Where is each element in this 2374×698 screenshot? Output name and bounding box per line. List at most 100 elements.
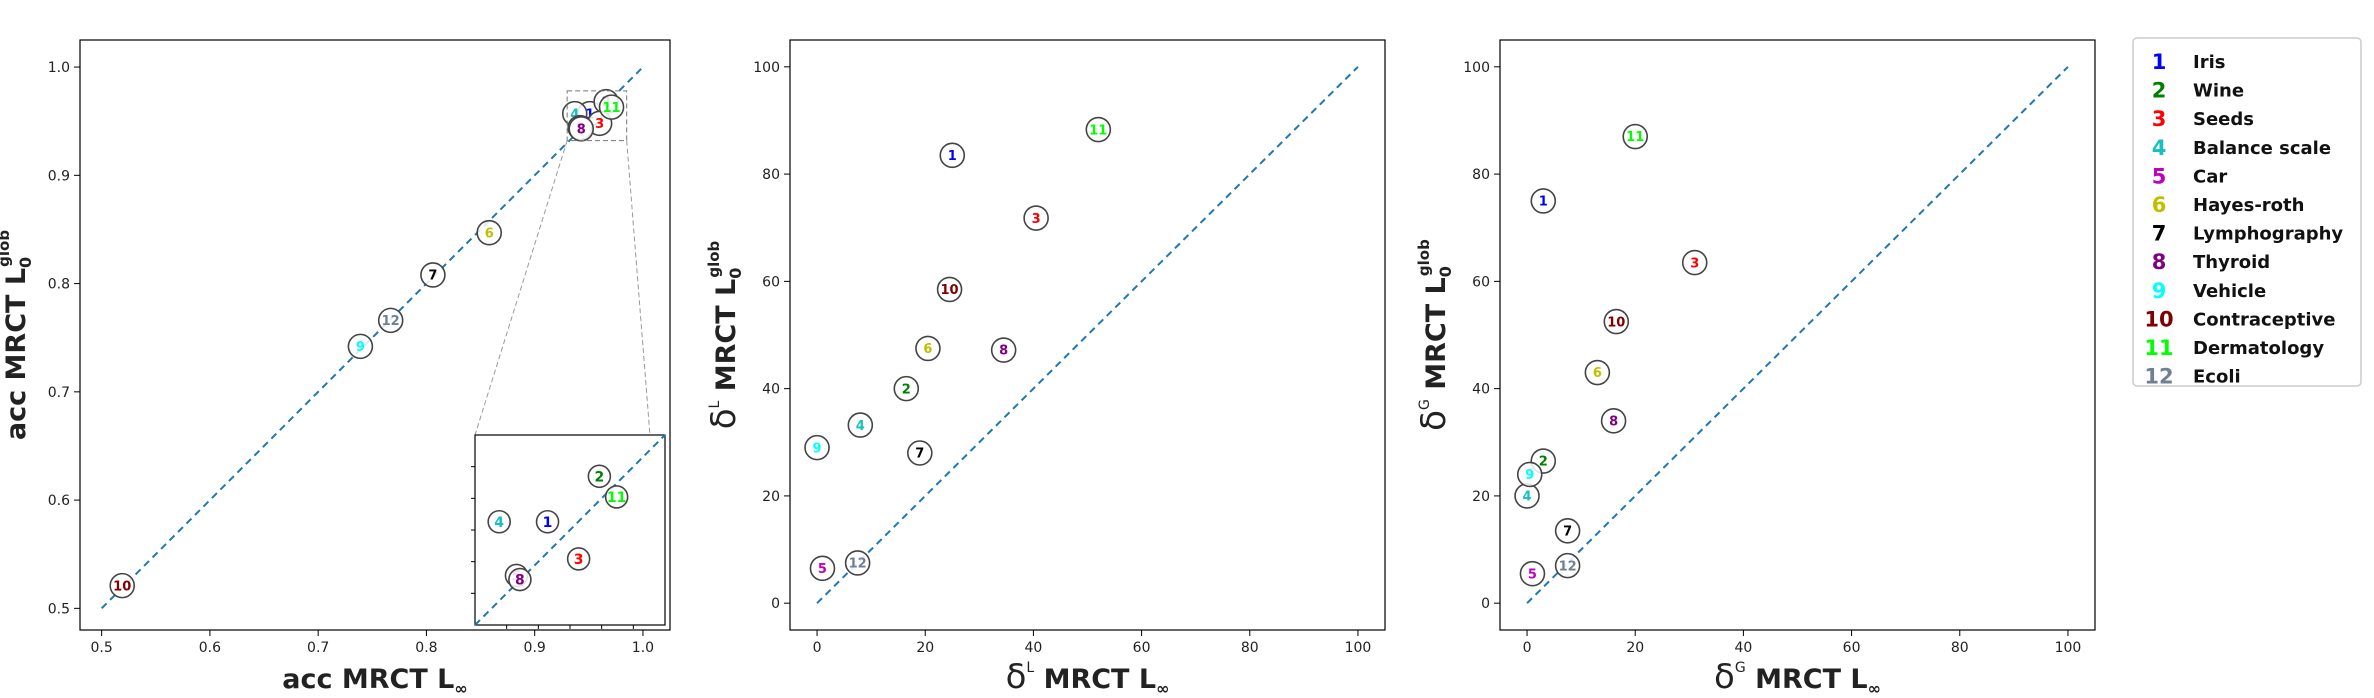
point-marker-circle <box>1681 249 1708 276</box>
point-label: 12 <box>1559 559 1577 574</box>
data-point-7: 7 <box>1554 517 1581 544</box>
y-tick-label: 40 <box>1472 382 1490 398</box>
point-label: 2 <box>594 469 604 485</box>
x-tick-label: 60 <box>1843 640 1861 656</box>
point-marker-circle <box>1622 123 1649 150</box>
y-tick-label: 20 <box>762 489 780 505</box>
x-tick-label: 0 <box>813 640 822 656</box>
data-point-12: 12 <box>844 550 871 576</box>
data-point-11: 11 <box>1622 123 1649 150</box>
data-point-12: 12 <box>1554 552 1581 579</box>
zoom-inset: 12345811 <box>471 434 666 629</box>
point-label: 6 <box>485 226 494 241</box>
point-label: 3 <box>595 117 604 132</box>
y-tick-label: 0 <box>771 596 780 612</box>
point-marker-circle <box>604 485 629 509</box>
legend-label: Lymphography <box>2193 224 2343 245</box>
legend-marker: 5 <box>2152 164 2167 188</box>
legend-entry-12: 12 Ecoli <box>2144 365 2240 389</box>
data-point-11: 11 <box>1085 116 1112 143</box>
legend-box <box>2132 37 2362 387</box>
point-marker-circle <box>347 333 374 360</box>
y-tick-label: 100 <box>753 60 780 76</box>
legend-label: Balance scale <box>2193 138 2331 159</box>
point-label: 7 <box>915 447 924 462</box>
point-label: 11 <box>602 101 620 116</box>
legend-label: Thyroid <box>2193 252 2270 273</box>
legend-marker: 1 <box>2152 50 2167 74</box>
data-point-7: 7 <box>907 440 933 466</box>
zoom-connector-line <box>474 140 568 436</box>
y-tick-label: 80 <box>762 167 780 183</box>
y-tick-label: 100 <box>1463 60 1490 76</box>
x-tick-label: 20 <box>916 640 934 656</box>
point-marker-circle <box>598 94 625 120</box>
point-label: 1 <box>543 515 553 531</box>
point-label: 10 <box>941 283 959 298</box>
x-tick-label: 1.0 <box>632 640 654 656</box>
point-label: 9 <box>356 340 365 355</box>
y-axis-label: acc MRCT L0glob <box>0 230 35 440</box>
legend-marker: 12 <box>2144 365 2173 389</box>
legend-marker: 3 <box>2152 107 2167 131</box>
point-label: 1 <box>1539 195 1548 210</box>
data-point-6: 6 <box>476 219 503 246</box>
x-tick-label: 0.5 <box>91 640 113 656</box>
inset-point-3: 3 <box>566 547 591 571</box>
point-label: 4 <box>1523 490 1532 505</box>
legend-entry-5: 5 Car <box>2152 164 2228 188</box>
point-marker-circle <box>1023 205 1049 231</box>
point-label: 5 <box>818 562 827 577</box>
point-marker-circle <box>1603 308 1630 335</box>
y-tick-label: 1.0 <box>48 60 70 76</box>
point-marker-circle <box>420 262 446 288</box>
point-label: 4 <box>494 515 504 531</box>
y-tick-label: 0.5 <box>48 601 70 617</box>
point-label: 10 <box>1607 315 1625 330</box>
point-marker-circle <box>1600 408 1627 434</box>
point-marker-circle <box>804 434 830 461</box>
x-tick-label: 100 <box>2055 640 2082 656</box>
point-label: 2 <box>1539 455 1548 470</box>
y-tick-label: 80 <box>1472 167 1490 183</box>
chart-panel-1: 0.50.60.70.80.91.00.50.60.70.80.91.01234… <box>0 39 671 698</box>
data-point-10: 10 <box>1603 308 1630 335</box>
data-point-12: 12 <box>377 307 404 334</box>
legend-marker: 4 <box>2152 136 2167 160</box>
point-marker-circle <box>844 550 871 576</box>
data-point-4: 4 <box>1514 483 1540 509</box>
point-label: 2 <box>902 382 911 397</box>
x-tick-label: 0 <box>1523 640 1532 656</box>
legend-entry-11: 11 Dermatology <box>2144 336 2324 360</box>
point-label: 4 <box>570 107 579 122</box>
y-tick-label: 0.8 <box>48 277 70 293</box>
point-marker-circle <box>1530 188 1557 214</box>
data-point-9: 9 <box>804 434 830 461</box>
point-label: 4 <box>856 419 865 434</box>
point-marker-circle <box>1554 517 1581 544</box>
legend-entry-2: 2 Wine <box>2152 79 2244 103</box>
y-tick-label: 0.6 <box>48 493 70 509</box>
point-label: 9 <box>1525 468 1534 483</box>
point-label: 3 <box>1032 212 1041 227</box>
point-label: 3 <box>1690 256 1699 271</box>
y-tick-label: 20 <box>1472 489 1490 505</box>
x-tick-label: 100 <box>1345 640 1372 656</box>
point-label: 12 <box>382 314 400 329</box>
inset-point-1: 1 <box>535 509 560 534</box>
point-marker-circle <box>847 412 874 438</box>
point-marker-circle <box>566 547 591 571</box>
point-label: 1 <box>948 149 957 164</box>
legend-label: Contraceptive <box>2193 309 2336 330</box>
point-label: 10 <box>113 579 131 594</box>
x-tick-label: 0.6 <box>199 640 221 656</box>
inset-identity-line <box>474 434 666 626</box>
legend-label: Wine <box>2193 81 2244 102</box>
point-label: 1 <box>585 107 594 122</box>
data-point-6: 6 <box>1584 359 1611 386</box>
data-point-10: 10 <box>109 572 136 599</box>
data-point-3: 3 <box>1681 249 1708 276</box>
point-marker-circle <box>508 567 532 592</box>
y-tick-label: 0.9 <box>48 168 70 184</box>
point-marker-circle <box>893 375 920 402</box>
